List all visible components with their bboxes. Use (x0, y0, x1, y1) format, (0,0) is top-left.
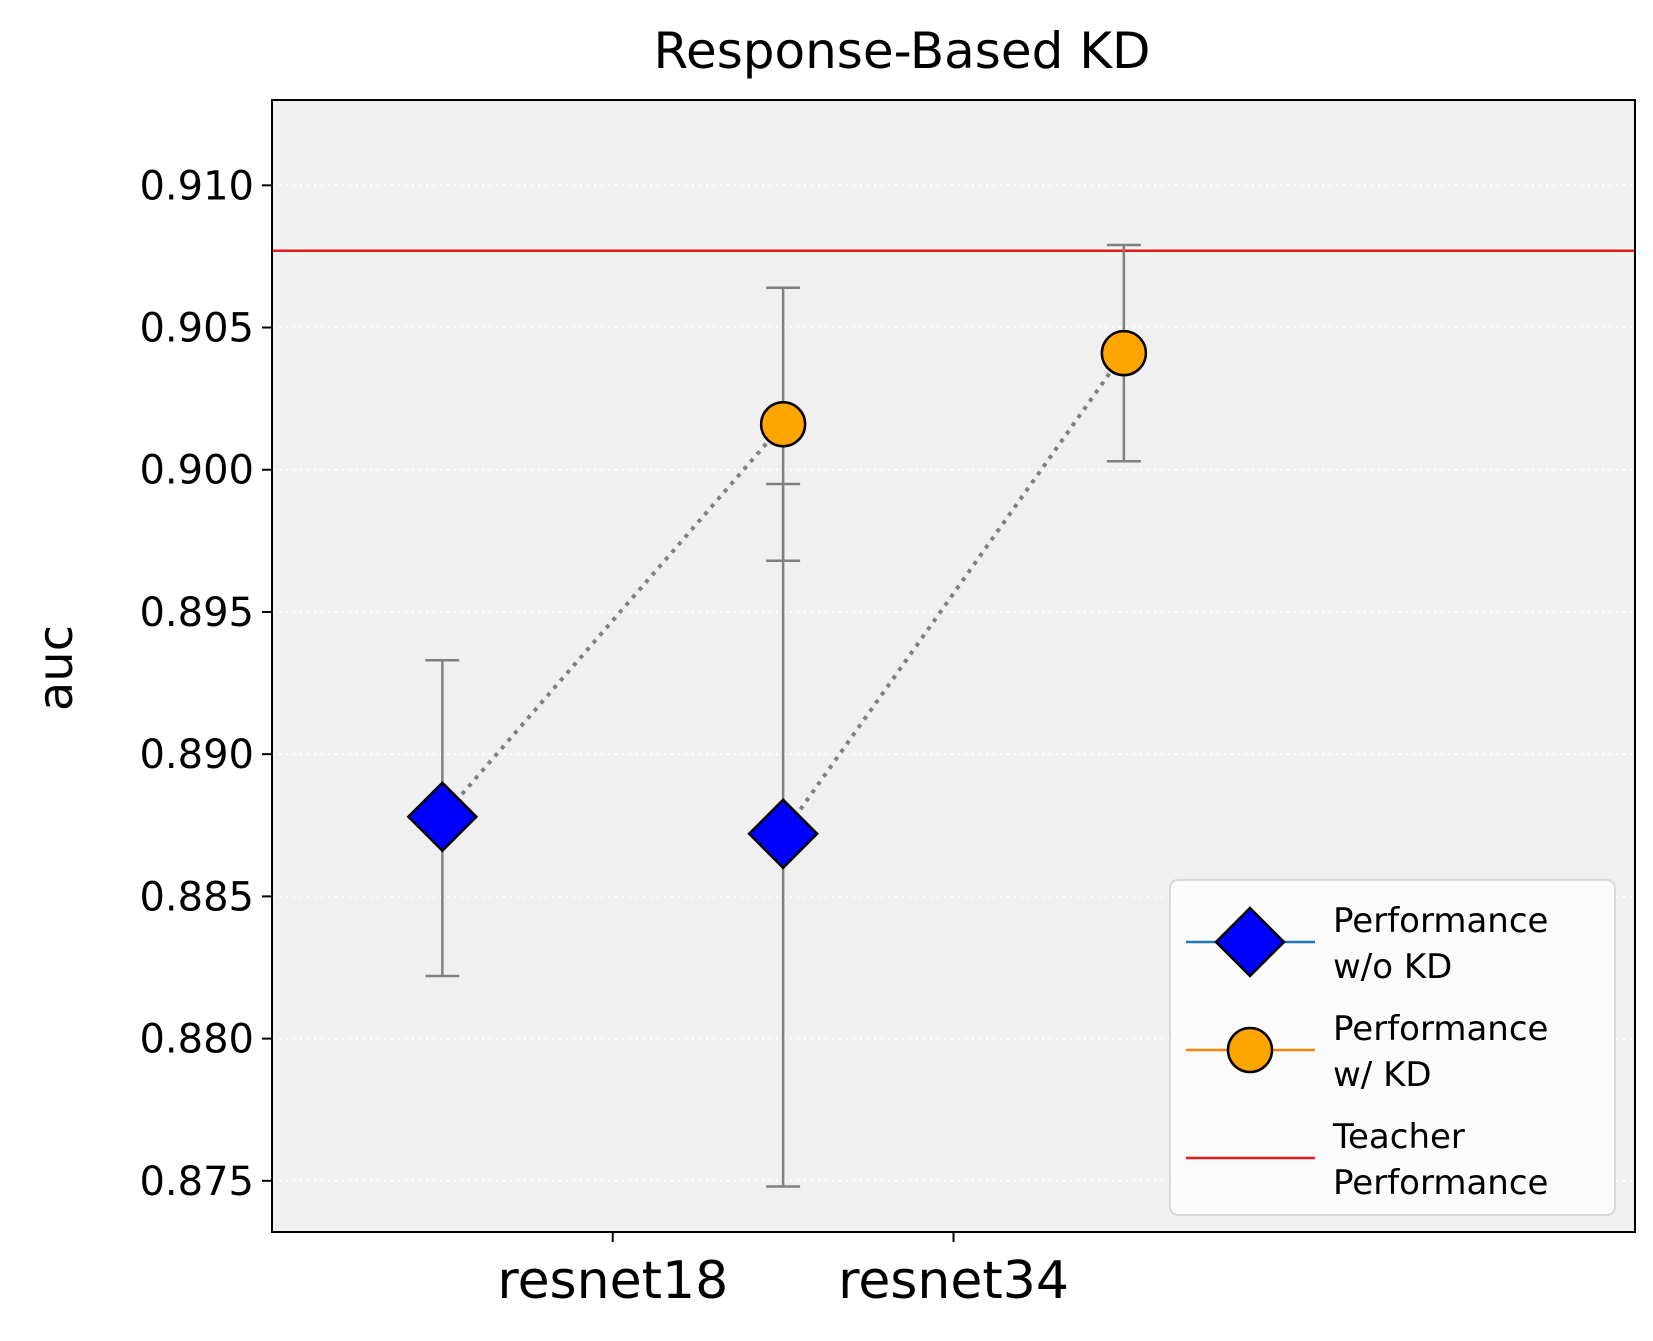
y-tick-label: 0.880 (139, 1017, 254, 1063)
legend: Performance w/o KD Performance w/ KD Teacher… (1169, 879, 1616, 1216)
data-point-wo-kd (747, 798, 819, 870)
legend-label: Teacher (1332, 1117, 1465, 1157)
legend-marker-w-kd (1226, 1026, 1274, 1074)
chart-title: Response-Based KD (653, 22, 1150, 80)
legend-label: Performance (1333, 901, 1548, 941)
y-axis-label: auc (28, 625, 84, 711)
y-tick-label: 0.885 (139, 874, 254, 920)
legend-label: w/o KD (1333, 947, 1452, 987)
data-point-wo-kd (406, 780, 479, 853)
y-tick-label: 0.890 (139, 732, 254, 778)
legend-label: w/ KD (1333, 1055, 1432, 1095)
connector-line (781, 351, 1126, 835)
legend-label: Performance (1333, 1163, 1548, 1203)
data-point-w-kd (1100, 329, 1148, 377)
x-tick-label: resnet34 (838, 1251, 1069, 1311)
legend-box (1169, 879, 1616, 1216)
data-point-w-kd (759, 400, 807, 448)
legend-label: Performance (1333, 1009, 1548, 1049)
y-tick-label: 0.910 (139, 163, 254, 209)
plot-area: 0.875 0.880 0.885 0.890 0.895 0.900 0.905 0.910… (139, 99, 1636, 1311)
y-tick-label: 0.875 (139, 1159, 254, 1205)
y-tick-label: 0.895 (139, 590, 254, 636)
x-tick-label: resnet18 (497, 1251, 728, 1311)
y-tick-label: 0.905 (139, 306, 254, 352)
legend-marker-wo-kd (1214, 906, 1286, 978)
connector-line (440, 422, 785, 819)
y-tick-label: 0.900 (139, 448, 254, 494)
